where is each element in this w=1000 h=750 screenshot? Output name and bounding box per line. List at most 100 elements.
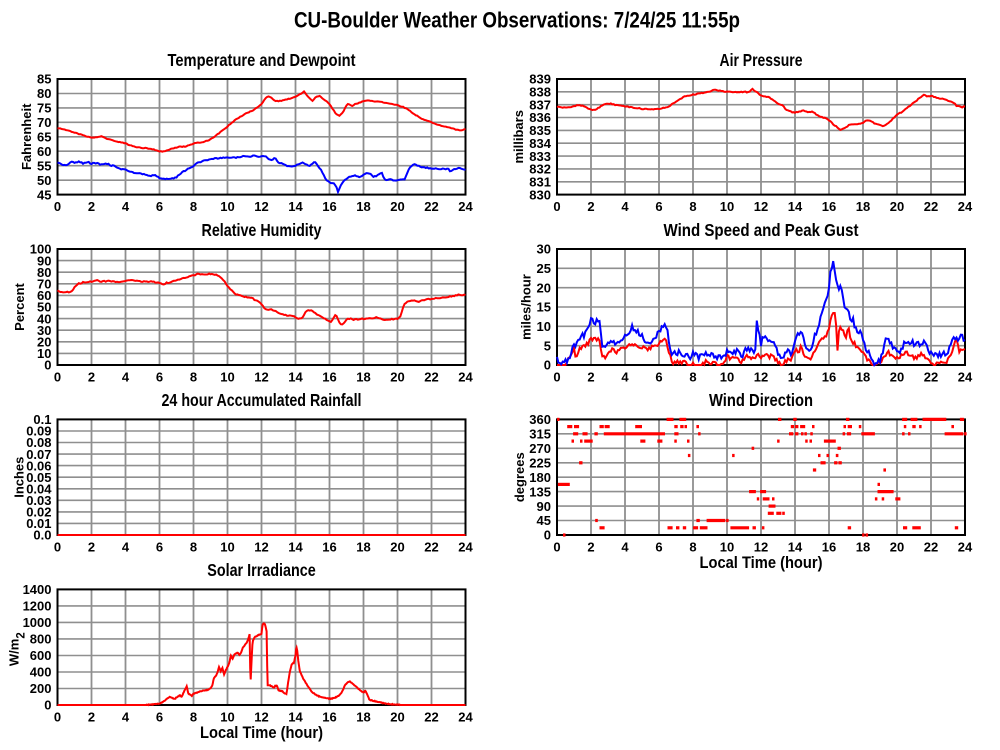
svg-text:20: 20 xyxy=(890,199,904,214)
svg-text:315: 315 xyxy=(529,427,551,442)
svg-text:24: 24 xyxy=(458,369,473,384)
svg-text:22: 22 xyxy=(924,539,938,554)
svg-text:60: 60 xyxy=(37,144,51,159)
svg-text:22: 22 xyxy=(424,539,438,554)
svg-text:90: 90 xyxy=(37,253,51,268)
svg-text:10: 10 xyxy=(720,369,734,384)
svg-text:0: 0 xyxy=(54,709,61,724)
svg-text:22: 22 xyxy=(924,369,938,384)
svg-text:10: 10 xyxy=(720,199,734,214)
svg-text:839: 839 xyxy=(529,72,551,87)
svg-text:Local Time (hour): Local Time (hour) xyxy=(200,723,323,742)
svg-text:18: 18 xyxy=(356,199,370,214)
svg-text:6: 6 xyxy=(156,539,163,554)
svg-text:5: 5 xyxy=(544,338,551,353)
svg-text:8: 8 xyxy=(190,709,197,724)
svg-text:4: 4 xyxy=(122,539,130,554)
svg-text:16: 16 xyxy=(322,709,336,724)
svg-text:8: 8 xyxy=(190,199,197,214)
svg-text:200: 200 xyxy=(30,681,52,696)
svg-text:8: 8 xyxy=(689,369,696,384)
svg-text:80: 80 xyxy=(37,86,51,101)
svg-text:2: 2 xyxy=(88,199,95,214)
svg-text:835: 835 xyxy=(529,123,551,138)
svg-text:22: 22 xyxy=(424,369,438,384)
svg-text:Air Pressure: Air Pressure xyxy=(720,50,803,70)
svg-text:20: 20 xyxy=(537,280,551,295)
svg-text:70: 70 xyxy=(37,277,51,292)
svg-text:6: 6 xyxy=(156,369,163,384)
svg-text:600: 600 xyxy=(30,648,52,663)
svg-text:Inches: Inches xyxy=(12,457,27,498)
svg-text:8: 8 xyxy=(689,199,696,214)
svg-text:14: 14 xyxy=(288,539,303,554)
svg-text:0: 0 xyxy=(44,698,51,713)
svg-text:135: 135 xyxy=(529,484,551,499)
svg-text:800: 800 xyxy=(30,632,52,647)
svg-text:20: 20 xyxy=(37,335,51,350)
svg-text:4: 4 xyxy=(122,369,130,384)
svg-text:Wind Speed and Peak Gust: Wind Speed and Peak Gust xyxy=(664,220,859,240)
svg-text:14: 14 xyxy=(288,709,303,724)
svg-text:837: 837 xyxy=(529,97,551,112)
svg-text:CU-Boulder Weather Observation: CU-Boulder Weather Observations: 7/24/25… xyxy=(294,7,740,32)
svg-text:Temperature and Dewpoint: Temperature and Dewpoint xyxy=(168,50,356,70)
svg-text:18: 18 xyxy=(356,539,370,554)
svg-text:8: 8 xyxy=(689,539,696,554)
svg-text:836: 836 xyxy=(529,110,551,125)
svg-text:24: 24 xyxy=(958,199,973,214)
svg-text:20: 20 xyxy=(390,709,404,724)
svg-text:16: 16 xyxy=(822,369,836,384)
svg-text:4: 4 xyxy=(122,199,130,214)
svg-text:4: 4 xyxy=(621,199,629,214)
svg-text:12: 12 xyxy=(254,369,268,384)
svg-text:Percent: Percent xyxy=(12,282,27,330)
svg-text:Wind Direction: Wind Direction xyxy=(709,390,813,410)
svg-text:0.1: 0.1 xyxy=(33,412,51,427)
svg-text:270: 270 xyxy=(529,441,551,456)
svg-text:14: 14 xyxy=(288,199,303,214)
svg-text:360: 360 xyxy=(529,412,551,427)
svg-text:4: 4 xyxy=(621,369,629,384)
svg-text:6: 6 xyxy=(655,369,662,384)
svg-text:14: 14 xyxy=(788,539,803,554)
svg-text:12: 12 xyxy=(254,199,268,214)
svg-text:1400: 1400 xyxy=(23,582,52,597)
svg-text:80: 80 xyxy=(37,265,51,280)
svg-text:0.07: 0.07 xyxy=(26,447,51,462)
svg-text:24: 24 xyxy=(458,199,473,214)
svg-text:18: 18 xyxy=(856,369,870,384)
svg-text:Local Time (hour): Local Time (hour) xyxy=(700,553,823,572)
svg-text:0.05: 0.05 xyxy=(26,470,51,485)
svg-text:2: 2 xyxy=(587,369,594,384)
svg-text:40: 40 xyxy=(37,311,51,326)
svg-text:16: 16 xyxy=(822,539,836,554)
svg-text:45: 45 xyxy=(537,513,551,528)
svg-text:18: 18 xyxy=(856,539,870,554)
svg-text:50: 50 xyxy=(37,300,51,315)
svg-text:8: 8 xyxy=(190,369,197,384)
svg-text:10: 10 xyxy=(220,709,234,724)
svg-text:0: 0 xyxy=(54,539,61,554)
svg-text:2: 2 xyxy=(88,539,95,554)
svg-text:18: 18 xyxy=(356,369,370,384)
svg-text:20: 20 xyxy=(390,199,404,214)
svg-text:2: 2 xyxy=(587,199,594,214)
svg-text:6: 6 xyxy=(655,199,662,214)
svg-text:0: 0 xyxy=(544,358,551,373)
svg-text:6: 6 xyxy=(156,199,163,214)
svg-text:0: 0 xyxy=(54,369,61,384)
svg-text:85: 85 xyxy=(37,72,51,87)
svg-text:0: 0 xyxy=(553,199,560,214)
svg-text:10: 10 xyxy=(220,369,234,384)
svg-text:16: 16 xyxy=(322,199,336,214)
svg-text:0.08: 0.08 xyxy=(26,435,51,450)
svg-text:50: 50 xyxy=(37,173,51,188)
svg-text:Solar Irradiance: Solar Irradiance xyxy=(207,560,316,580)
svg-text:100: 100 xyxy=(30,242,52,257)
svg-text:0.09: 0.09 xyxy=(26,424,51,439)
svg-text:millibars: millibars xyxy=(511,110,526,163)
svg-text:10: 10 xyxy=(537,319,551,334)
svg-text:45: 45 xyxy=(37,187,51,202)
svg-text:831: 831 xyxy=(529,175,551,190)
